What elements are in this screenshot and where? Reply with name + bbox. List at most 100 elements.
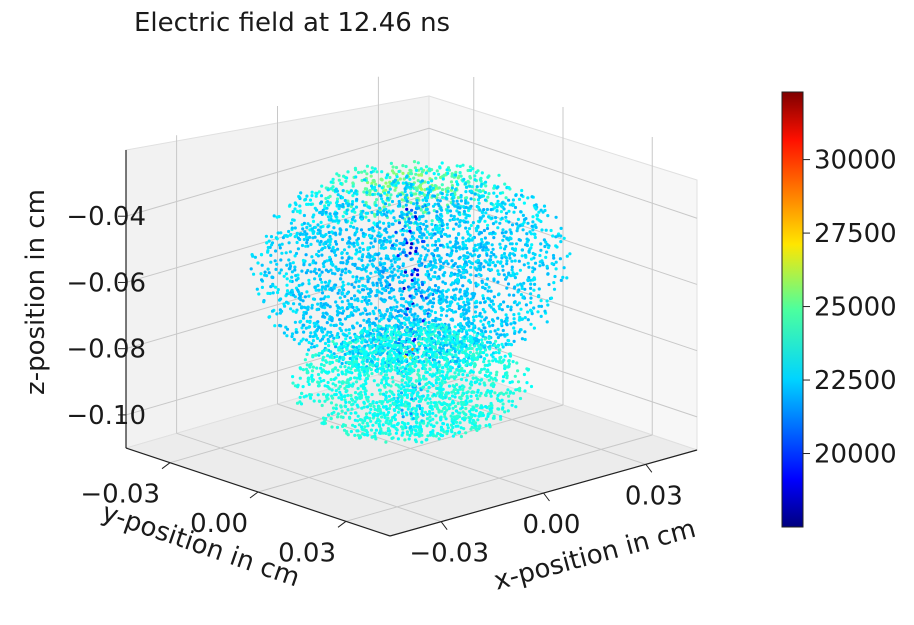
scatter-point (457, 372, 461, 377)
scatter-point (424, 296, 428, 300)
scatter-point (361, 264, 365, 268)
scatter-point (457, 351, 461, 355)
scatter-point (368, 312, 372, 316)
scatter-point (542, 238, 547, 242)
scatter-point (388, 361, 392, 365)
scatter-point (376, 210, 380, 214)
scatter-point (370, 435, 374, 439)
scatter-point (390, 199, 395, 204)
scatter-point (430, 309, 434, 313)
scatter-point (509, 322, 513, 326)
scatter-point (479, 245, 483, 249)
scatter-point (484, 417, 488, 421)
scatter-point (330, 271, 335, 275)
scatter-point (306, 380, 310, 384)
scatter-point (385, 268, 389, 272)
scatter-point (445, 364, 449, 369)
scatter-point (302, 213, 306, 218)
scatter-point (419, 254, 423, 258)
scatter-point (499, 333, 503, 337)
scatter-point (521, 222, 525, 226)
scatter-point (432, 209, 436, 213)
scatter-point (288, 279, 292, 283)
scatter-point (398, 280, 402, 284)
scatter-point (549, 296, 554, 300)
scatter-point (313, 235, 317, 239)
scatter-point (493, 357, 497, 361)
scatter-point (308, 263, 312, 267)
scatter-point (316, 327, 320, 331)
scatter-point (356, 433, 360, 437)
scatter-point (415, 303, 419, 307)
scatter-point (488, 258, 492, 262)
scatter-point (487, 378, 491, 382)
scatter-point (443, 232, 447, 236)
scatter-point (414, 249, 418, 253)
scatter-point (311, 297, 316, 301)
scatter-point (473, 178, 477, 182)
scatter-point (456, 232, 461, 237)
scatter-point (298, 209, 302, 213)
scatter-point (448, 403, 452, 407)
scatter-point (415, 207, 419, 211)
scatter-point (429, 430, 433, 434)
scatter-point (478, 301, 482, 305)
scatter-point (309, 362, 313, 366)
scatter-point (405, 207, 409, 211)
scatter-point (388, 274, 392, 278)
scatter-point (320, 184, 324, 188)
scatter-point (372, 221, 376, 225)
scatter-point (364, 389, 368, 393)
scatter-point (349, 296, 354, 301)
scatter-point (491, 247, 495, 251)
scatter-point (413, 360, 417, 364)
scatter-point (395, 369, 399, 373)
scatter-point (428, 412, 432, 416)
scatter-point (357, 344, 361, 348)
colorbar-gradient (781, 91, 804, 528)
scatter-point (271, 291, 275, 295)
scatter-point (476, 169, 480, 173)
scatter-point (446, 226, 450, 230)
scatter-point (459, 426, 463, 430)
scatter-point (405, 199, 409, 203)
scatter-point (408, 345, 412, 349)
scatter-point (552, 256, 556, 260)
scatter-point (379, 194, 383, 198)
scatter-point (424, 165, 429, 169)
scatter-point (426, 269, 430, 274)
scatter-point (365, 371, 369, 375)
scatter-point (375, 224, 380, 228)
scatter-point (405, 393, 409, 397)
scatter-point (441, 195, 445, 199)
scatter-point (515, 222, 519, 226)
scatter-point (458, 421, 462, 425)
scatter-point (306, 202, 311, 206)
scatter-point (504, 317, 508, 321)
scatter-point (500, 308, 504, 312)
scatter-point (327, 230, 331, 235)
scatter-point (433, 360, 437, 364)
scatter-point (351, 354, 355, 358)
scatter-point (429, 423, 433, 427)
scatter-point (442, 349, 446, 353)
scatter-point (451, 434, 455, 438)
scatter-point (447, 376, 451, 380)
scatter-point (451, 199, 455, 203)
scatter-point (346, 204, 350, 208)
scatter-point (481, 248, 485, 252)
scatter-point (342, 428, 347, 432)
scatter-point (414, 292, 418, 296)
scatter-point (341, 380, 345, 384)
scatter-point (453, 190, 457, 194)
scatter-point (532, 306, 536, 310)
scatter-point (291, 309, 295, 313)
scatter-point (279, 258, 283, 262)
scatter-point (478, 370, 482, 374)
scatter-point (383, 376, 387, 380)
scatter-point (510, 242, 514, 246)
scatter-point (399, 293, 403, 297)
scatter-point (314, 322, 318, 326)
scatter-point (397, 338, 401, 342)
scatter-point (523, 287, 527, 291)
